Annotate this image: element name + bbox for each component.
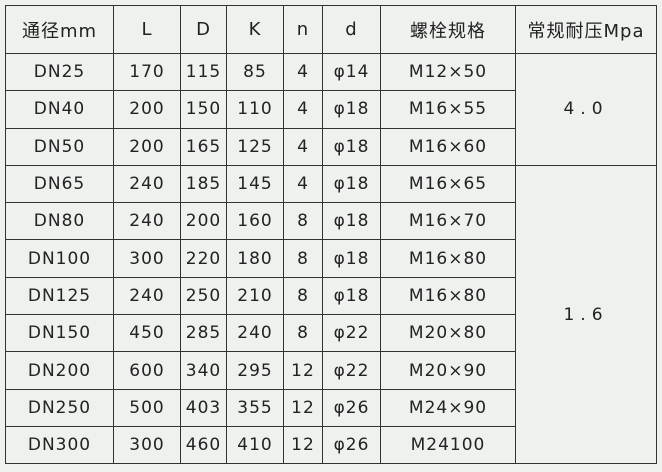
cell-bolt-spec: M16×80: [380, 276, 516, 316]
header-d-hole: d: [322, 5, 381, 54]
cell-d-outer: 250: [180, 276, 227, 316]
cell-k: 410: [226, 425, 284, 465]
header-pressure: 常规耐压Mpa: [515, 5, 657, 54]
table-row: DN250 500 403 355 12 φ26 M24×90: [5, 388, 657, 427]
cell-n: 4: [283, 90, 323, 129]
table-row: DN80 240 200 160 8 φ18 M16×70: [5, 202, 657, 241]
cell-n: 8: [283, 276, 323, 316]
cell-pressure: 1.6: [515, 164, 657, 465]
cell-l: 240: [113, 276, 181, 316]
cell-d-outer: 403: [180, 388, 227, 427]
cell-d-outer: 285: [180, 314, 227, 353]
cell-nominal-diameter: DN300: [5, 425, 114, 465]
cell-k: 145: [226, 164, 284, 204]
cell-nominal-diameter: DN50: [5, 127, 114, 166]
table-row: DN125 240 250 210 8 φ18 M16×80: [5, 276, 657, 316]
cell-l: 500: [113, 388, 181, 427]
cell-d-hole: φ18: [322, 202, 381, 241]
cell-d-hole: φ22: [322, 314, 381, 353]
cell-d-outer: 340: [180, 351, 227, 390]
cell-k: 125: [226, 127, 284, 166]
table-row: DN40 200 150 110 4 φ18 M16×55: [5, 90, 657, 129]
header-n: n: [283, 5, 323, 54]
cell-bolt-spec: M24×90: [380, 388, 516, 427]
cell-l: 200: [113, 127, 181, 166]
cell-bolt-spec: M20×90: [380, 351, 516, 390]
header-d-outer: D: [180, 5, 227, 54]
cell-d-hole: φ18: [322, 239, 381, 278]
cell-nominal-diameter: DN250: [5, 388, 114, 427]
cell-nominal-diameter: DN40: [5, 90, 114, 129]
cell-n: 4: [283, 164, 323, 204]
cell-bolt-spec: M12×50: [380, 52, 516, 92]
table-row: DN25 170 115 85 4 φ14 M12×50 4.0: [5, 52, 657, 166]
cell-bolt-spec: M16×70: [380, 202, 516, 241]
cell-l: 240: [113, 202, 181, 241]
cell-l: 240: [113, 164, 181, 204]
cell-nominal-diameter: DN150: [5, 314, 114, 353]
cell-d-hole: φ18: [322, 276, 381, 316]
cell-k: 110: [226, 90, 284, 129]
cell-k: 240: [226, 314, 284, 353]
cell-n: 12: [283, 351, 323, 390]
cell-d-outer: 185: [180, 164, 227, 204]
cell-k: 295: [226, 351, 284, 390]
table-row: DN65 240 185 145 4 φ18 M16×65 1.6: [5, 164, 657, 465]
cell-n: 8: [283, 239, 323, 278]
cell-k: 160: [226, 202, 284, 241]
cell-d-hole: φ18: [322, 90, 381, 129]
cell-bolt-spec: M20×80: [380, 314, 516, 353]
header-l: L: [113, 5, 181, 54]
table-row: DN300 300 460 410 12 φ26 M24100: [5, 425, 657, 465]
cell-nominal-diameter: DN100: [5, 239, 114, 278]
cell-d-hole: φ14: [322, 52, 381, 92]
cell-bolt-spec: M24100: [380, 425, 516, 465]
cell-bolt-spec: M16×80: [380, 239, 516, 278]
cell-l: 450: [113, 314, 181, 353]
cell-k: 355: [226, 388, 284, 427]
cell-d-outer: 460: [180, 425, 227, 465]
cell-nominal-diameter: DN65: [5, 164, 114, 204]
cell-d-outer: 165: [180, 127, 227, 166]
cell-d-outer: 200: [180, 202, 227, 241]
cell-bolt-spec: M16×60: [380, 127, 516, 166]
cell-d-hole: φ26: [322, 425, 381, 465]
cell-n: 4: [283, 127, 323, 166]
cell-k: 180: [226, 239, 284, 278]
cell-k: 85: [226, 52, 284, 92]
cell-n: 12: [283, 388, 323, 427]
cell-l: 600: [113, 351, 181, 390]
header-bolt-spec: 螺栓规格: [380, 5, 516, 54]
cell-d-hole: φ18: [322, 127, 381, 166]
header-nominal-diameter: 通径mm: [5, 5, 114, 54]
header-k: K: [226, 5, 284, 54]
table-row: DN100 300 220 180 8 φ18 M16×80: [5, 239, 657, 278]
cell-nominal-diameter: DN80: [5, 202, 114, 241]
cell-l: 200: [113, 90, 181, 129]
cell-bolt-spec: M16×65: [380, 164, 516, 204]
cell-d-outer: 115: [180, 52, 227, 92]
cell-k: 210: [226, 276, 284, 316]
cell-pressure: 4.0: [515, 53, 657, 166]
cell-bolt-spec: M16×55: [380, 90, 516, 129]
cell-n: 12: [283, 425, 323, 465]
cell-d-outer: 150: [180, 90, 227, 129]
cell-nominal-diameter: DN125: [5, 276, 114, 316]
cell-l: 300: [113, 239, 181, 278]
cell-d-hole: φ26: [322, 388, 381, 427]
table-row: DN50 200 165 125 4 φ18 M16×60: [5, 127, 657, 166]
cell-n: 8: [283, 202, 323, 241]
cell-d-hole: φ22: [322, 351, 381, 390]
table-row: DN150 450 285 240 8 φ22 M20×80: [5, 314, 657, 353]
cell-l: 170: [113, 52, 181, 92]
cell-nominal-diameter: DN25: [5, 52, 114, 92]
cell-n: 4: [283, 52, 323, 92]
cell-d-outer: 220: [180, 239, 227, 278]
cell-d-hole: φ18: [322, 164, 381, 204]
cell-nominal-diameter: DN200: [5, 351, 114, 390]
cell-l: 300: [113, 425, 181, 465]
cell-n: 8: [283, 314, 323, 353]
